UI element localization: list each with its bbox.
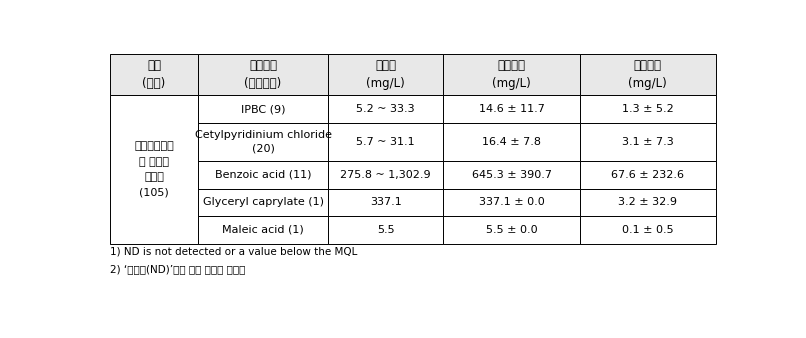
- Text: 3.2 ± 32.9: 3.2 ± 32.9: [618, 197, 677, 208]
- Bar: [443, 216, 580, 244]
- Text: 67.6 ± 232.6: 67.6 ± 232.6: [612, 170, 684, 180]
- Text: 1.3 ± 5.2: 1.3 ± 5.2: [622, 104, 674, 114]
- Bar: [198, 123, 328, 161]
- Bar: [328, 123, 443, 161]
- Text: 5.5: 5.5: [377, 225, 395, 235]
- Text: 검출평균
(mg/L): 검출평균 (mg/L): [492, 59, 531, 90]
- Text: 3.1 ± 7.3: 3.1 ± 7.3: [622, 137, 674, 147]
- Bar: [328, 54, 443, 95]
- Bar: [580, 123, 716, 161]
- Text: 645.3 ± 390.7: 645.3 ± 390.7: [472, 170, 551, 180]
- Bar: [198, 161, 328, 189]
- Text: 16.4 ± 7.8: 16.4 ± 7.8: [482, 137, 541, 147]
- Text: 검출물질
(검출건수): 검출물질 (검출건수): [244, 59, 282, 90]
- Bar: [443, 95, 580, 123]
- Text: 5.7 ~ 31.1: 5.7 ~ 31.1: [356, 137, 415, 147]
- Text: Maleic acid (1): Maleic acid (1): [222, 225, 304, 235]
- Text: 1) ND is not detected or a value below the MQL: 1) ND is not detected or a value below t…: [110, 246, 358, 256]
- Text: Cetylpyridinium chloride
(20): Cetylpyridinium chloride (20): [194, 130, 331, 154]
- Text: 14.6 ± 11.7: 14.6 ± 11.7: [479, 104, 545, 114]
- Text: 품목
(개수): 품목 (개수): [143, 59, 166, 90]
- Bar: [580, 189, 716, 216]
- Bar: [580, 54, 716, 95]
- Bar: [110, 95, 198, 244]
- Text: IPBC (9): IPBC (9): [241, 104, 285, 114]
- Text: 337.1: 337.1: [370, 197, 401, 208]
- Bar: [198, 54, 328, 95]
- Bar: [328, 216, 443, 244]
- Bar: [110, 54, 198, 95]
- Bar: [580, 161, 716, 189]
- Bar: [443, 189, 580, 216]
- Text: 0.1 ± 0.5: 0.1 ± 0.5: [622, 225, 674, 235]
- Text: 식품접객업소
용 물티슈
이행량
(105): 식품접객업소 용 물티슈 이행량 (105): [134, 141, 174, 198]
- Bar: [443, 54, 580, 95]
- Bar: [328, 189, 443, 216]
- Bar: [328, 161, 443, 189]
- Text: 275.8 ~ 1,302.9: 275.8 ~ 1,302.9: [340, 170, 431, 180]
- Text: Benzoic acid (11): Benzoic acid (11): [215, 170, 311, 180]
- Text: Glyceryl caprylate (1): Glyceryl caprylate (1): [202, 197, 324, 208]
- Bar: [580, 216, 716, 244]
- Text: 전체평균
(mg/L): 전체평균 (mg/L): [629, 59, 667, 90]
- Bar: [443, 161, 580, 189]
- Bar: [443, 123, 580, 161]
- Text: 337.1 ± 0.0: 337.1 ± 0.0: [479, 197, 544, 208]
- Text: 2) ‘불검출(ND)’까지 모두 포함된 평균값: 2) ‘불검출(ND)’까지 모두 포함된 평균값: [110, 264, 246, 274]
- Bar: [198, 189, 328, 216]
- Bar: [328, 95, 443, 123]
- Bar: [198, 95, 328, 123]
- Text: 5.2 ~ 33.3: 5.2 ~ 33.3: [356, 104, 415, 114]
- Text: 5.5 ± 0.0: 5.5 ± 0.0: [486, 225, 538, 235]
- Bar: [198, 216, 328, 244]
- Text: 검출량
(mg/L): 검출량 (mg/L): [367, 59, 405, 90]
- Bar: [580, 95, 716, 123]
